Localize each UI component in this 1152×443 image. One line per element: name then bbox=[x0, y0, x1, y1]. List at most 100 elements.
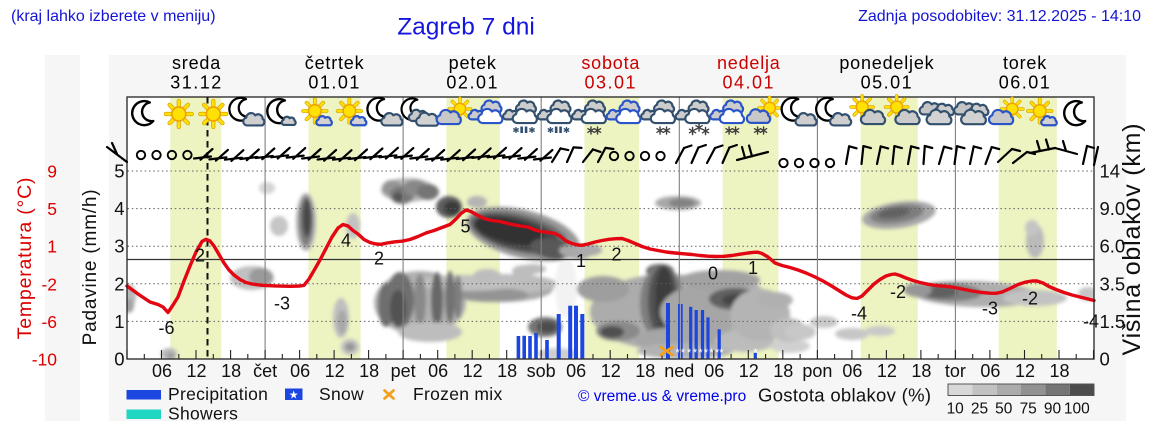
svg-text:petek: petek bbox=[449, 53, 497, 73]
svg-text:18: 18 bbox=[635, 361, 655, 381]
svg-text:sreda: sreda bbox=[172, 53, 221, 73]
svg-text:Gostota oblakov (%): Gostota oblakov (%) bbox=[758, 385, 931, 406]
svg-text:5: 5 bbox=[114, 161, 124, 182]
svg-text:18: 18 bbox=[911, 361, 931, 381]
svg-text:18: 18 bbox=[773, 361, 793, 381]
svg-text:90: 90 bbox=[1044, 401, 1062, 418]
svg-text:*: * bbox=[704, 347, 709, 359]
svg-text:06: 06 bbox=[842, 361, 862, 381]
svg-text:06: 06 bbox=[428, 361, 448, 381]
svg-text:2: 2 bbox=[114, 273, 124, 294]
svg-text:sobota: sobota bbox=[581, 53, 640, 73]
svg-text:-2: -2 bbox=[41, 274, 57, 294]
svg-text:1: 1 bbox=[47, 237, 57, 257]
svg-text:12: 12 bbox=[463, 361, 483, 381]
svg-text:4: 4 bbox=[341, 231, 351, 251]
svg-text:18: 18 bbox=[359, 361, 379, 381]
svg-text:75: 75 bbox=[1020, 401, 1037, 418]
svg-text:*: * bbox=[681, 347, 686, 359]
svg-text:Zagreb 7 dni: Zagreb 7 dni bbox=[397, 14, 535, 41]
svg-text:© vreme.us & vreme.pro: © vreme.us & vreme.pro bbox=[578, 388, 746, 405]
svg-text:18: 18 bbox=[221, 361, 241, 381]
svg-text:31.12: 31.12 bbox=[170, 73, 223, 93]
svg-text:12: 12 bbox=[739, 361, 759, 381]
svg-text:5: 5 bbox=[460, 217, 470, 237]
svg-text:-2: -2 bbox=[1022, 289, 1038, 309]
svg-text:6.0: 6.0 bbox=[1100, 236, 1126, 257]
svg-text:četrtek: četrtek bbox=[305, 53, 365, 73]
svg-text:25: 25 bbox=[971, 401, 988, 418]
svg-text:18: 18 bbox=[497, 361, 517, 381]
svg-text:12: 12 bbox=[1015, 361, 1035, 381]
svg-text:(kraj lahko izberete v meniju): (kraj lahko izberete v meniju) bbox=[11, 8, 216, 25]
svg-text:-4: -4 bbox=[1083, 312, 1099, 332]
svg-text:2: 2 bbox=[195, 246, 205, 266]
svg-text:★: ★ bbox=[289, 390, 299, 402]
svg-text:4: 4 bbox=[114, 198, 124, 219]
svg-text:-2: -2 bbox=[890, 282, 906, 302]
svg-text:torek: torek bbox=[1003, 53, 1047, 73]
svg-text:1: 1 bbox=[748, 258, 758, 278]
svg-text:12: 12 bbox=[601, 361, 621, 381]
svg-text:1: 1 bbox=[114, 311, 124, 332]
svg-text:5: 5 bbox=[47, 199, 57, 219]
svg-text:*: * bbox=[715, 347, 720, 359]
svg-text:Padavine (mm/h): Padavine (mm/h) bbox=[80, 189, 101, 346]
svg-text:*: * bbox=[693, 347, 698, 359]
svg-text:*: * bbox=[675, 347, 680, 359]
svg-text:0: 0 bbox=[708, 264, 718, 284]
svg-text:2: 2 bbox=[611, 245, 621, 265]
svg-text:sob: sob bbox=[527, 361, 556, 381]
svg-text:*: * bbox=[753, 347, 758, 359]
svg-text:tor: tor bbox=[945, 361, 966, 381]
svg-text:9.0: 9.0 bbox=[1100, 198, 1126, 219]
svg-text:*: * bbox=[687, 347, 692, 359]
svg-text:-6: -6 bbox=[41, 312, 57, 332]
svg-text:06: 06 bbox=[152, 361, 172, 381]
svg-text:06: 06 bbox=[980, 361, 1000, 381]
svg-text:Precipitation: Precipitation bbox=[168, 384, 268, 404]
svg-text:12: 12 bbox=[186, 361, 206, 381]
svg-text:0: 0 bbox=[114, 349, 124, 370]
svg-text:2: 2 bbox=[374, 249, 384, 269]
svg-text:06: 06 bbox=[566, 361, 586, 381]
svg-text:3: 3 bbox=[114, 236, 124, 257]
svg-text:01.01: 01.01 bbox=[308, 73, 361, 93]
svg-text:06: 06 bbox=[290, 361, 310, 381]
svg-text:02.01: 02.01 bbox=[446, 73, 499, 93]
svg-text:nedelja: nedelja bbox=[717, 53, 781, 73]
svg-text:čet: čet bbox=[253, 361, 277, 381]
svg-text:12: 12 bbox=[325, 361, 345, 381]
svg-text:Snow: Snow bbox=[319, 384, 364, 404]
svg-text:ned: ned bbox=[664, 361, 694, 381]
svg-text:Višina oblakov (km): Višina oblakov (km) bbox=[1118, 123, 1146, 356]
svg-text:05.01: 05.01 bbox=[861, 73, 914, 93]
svg-text:10: 10 bbox=[947, 401, 965, 418]
svg-text:1: 1 bbox=[576, 251, 586, 271]
svg-text:-3: -3 bbox=[982, 299, 998, 319]
svg-text:*: * bbox=[698, 347, 703, 359]
svg-text:-10: -10 bbox=[32, 350, 58, 370]
svg-text:12: 12 bbox=[877, 361, 897, 381]
svg-text:0: 0 bbox=[1100, 349, 1110, 370]
svg-text:pon: pon bbox=[802, 361, 832, 381]
svg-text:50: 50 bbox=[995, 401, 1013, 418]
svg-text:03.01: 03.01 bbox=[585, 73, 638, 93]
svg-text:9: 9 bbox=[47, 162, 57, 182]
svg-text:1.5: 1.5 bbox=[1100, 311, 1126, 332]
svg-text:*: * bbox=[719, 347, 724, 359]
svg-text:-6: -6 bbox=[158, 318, 174, 338]
svg-text:ponedeljek: ponedeljek bbox=[839, 53, 934, 73]
svg-text:04.01: 04.01 bbox=[723, 73, 776, 93]
svg-text:18: 18 bbox=[1049, 361, 1069, 381]
svg-text:100: 100 bbox=[1064, 401, 1090, 418]
svg-text:14: 14 bbox=[1100, 161, 1121, 182]
svg-text:Temperatura (°C): Temperatura (°C) bbox=[14, 177, 36, 340]
svg-text:Showers: Showers bbox=[168, 404, 238, 424]
svg-text:Frozen mix: Frozen mix bbox=[413, 384, 503, 404]
svg-text:-4: -4 bbox=[851, 304, 867, 324]
svg-text:06: 06 bbox=[704, 361, 724, 381]
svg-text:Zadnja posodobitev: 31.12.2025: Zadnja posodobitev: 31.12.2025 - 14:10 bbox=[858, 8, 1141, 25]
svg-text:*: * bbox=[709, 347, 714, 359]
svg-text:-3: -3 bbox=[274, 294, 290, 314]
